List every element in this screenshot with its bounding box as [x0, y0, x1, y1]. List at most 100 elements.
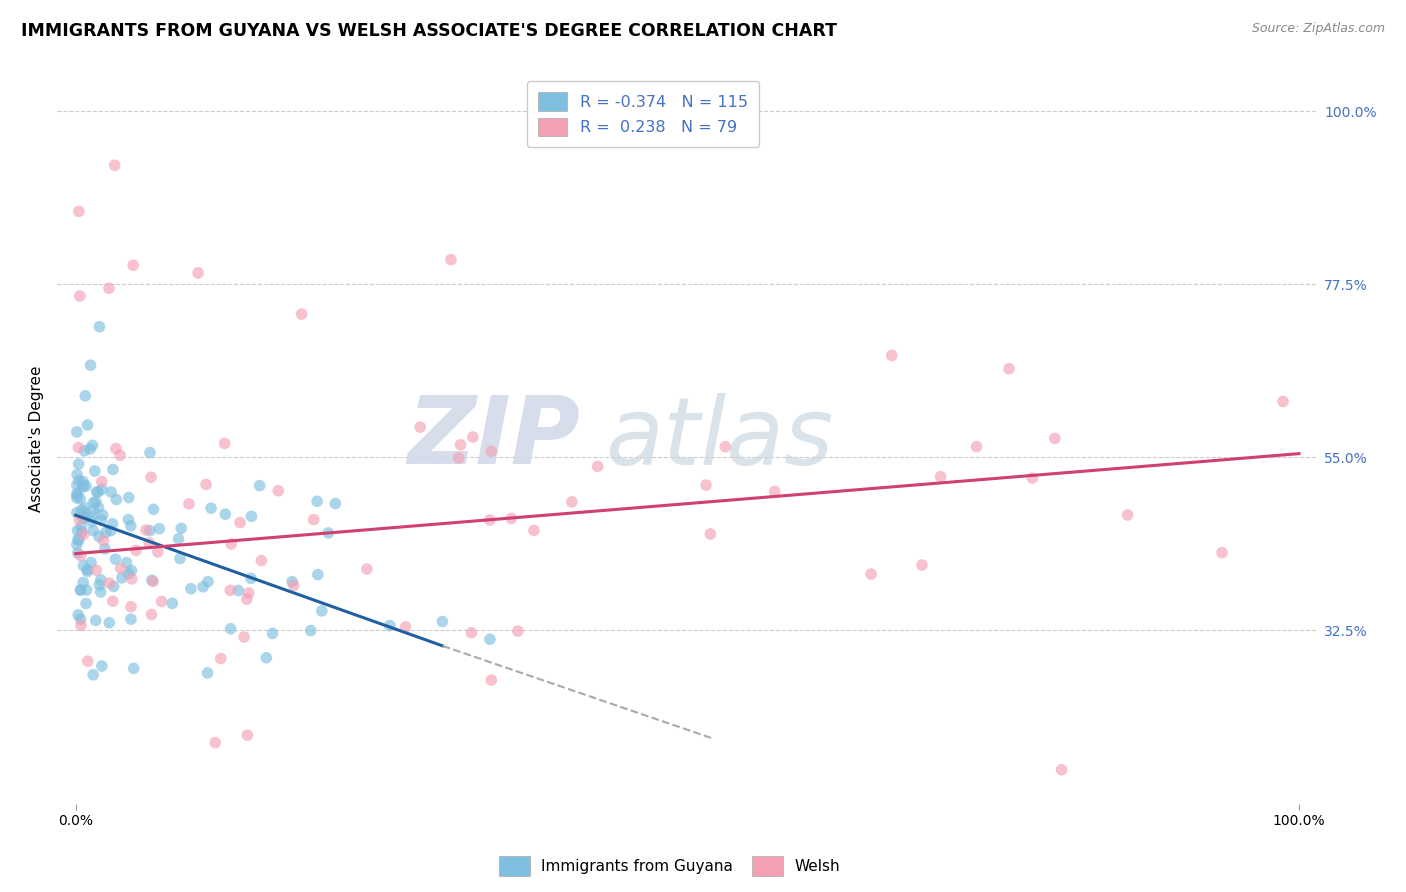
Point — [73, 506, 96, 520]
Point — [450, 438, 472, 452]
Point — [523, 524, 546, 538]
Point — [66, 478, 89, 492]
Point — [197, 665, 219, 680]
Point — [76, 565, 98, 579]
Point — [70, 503, 93, 517]
Point — [177, 497, 200, 511]
Point — [70, 524, 93, 539]
Point — [228, 583, 250, 598]
Point — [1050, 763, 1073, 777]
Point — [89, 319, 111, 334]
Point — [167, 532, 190, 546]
Point — [120, 519, 142, 533]
Point — [83, 495, 105, 509]
Point — [98, 576, 121, 591]
Point — [122, 661, 145, 675]
Point — [356, 562, 378, 576]
Point — [66, 524, 89, 538]
Point — [101, 516, 124, 531]
Point — [67, 607, 90, 622]
Point — [87, 500, 110, 515]
Point — [998, 361, 1021, 376]
Point — [506, 624, 529, 638]
Point — [249, 478, 271, 492]
Point — [76, 417, 98, 432]
Point — [66, 546, 89, 560]
Point — [87, 529, 110, 543]
Point — [75, 389, 97, 403]
Point — [141, 607, 163, 622]
Point — [66, 506, 89, 520]
Point — [82, 668, 104, 682]
Legend: R = -0.374   N = 115, R =  0.238   N = 79: R = -0.374 N = 115, R = 0.238 N = 79 — [527, 81, 759, 147]
Point — [209, 651, 232, 665]
Point — [82, 438, 104, 452]
Point — [103, 580, 125, 594]
Point — [104, 158, 127, 172]
Point — [299, 624, 322, 638]
Point — [141, 574, 163, 588]
Point — [929, 469, 952, 483]
Point — [254, 650, 277, 665]
Text: Source: ZipAtlas.com: Source: ZipAtlas.com — [1251, 22, 1385, 36]
Point — [478, 632, 501, 647]
Point — [100, 524, 122, 538]
Point — [1043, 431, 1066, 445]
Point — [214, 508, 236, 522]
Point — [239, 571, 262, 585]
Point — [267, 483, 290, 498]
Point — [72, 511, 94, 525]
Point — [67, 513, 90, 527]
Point — [139, 445, 162, 459]
Point — [191, 580, 214, 594]
Point — [72, 575, 94, 590]
Point — [561, 495, 583, 509]
Point — [318, 525, 340, 540]
Point — [121, 572, 143, 586]
Point — [89, 578, 111, 592]
Text: ZIP: ZIP — [408, 392, 581, 484]
Point — [72, 480, 94, 494]
Point — [104, 442, 127, 456]
Point — [1116, 508, 1139, 522]
Point — [75, 479, 97, 493]
Point — [440, 252, 463, 267]
Point — [122, 258, 145, 272]
Point — [70, 618, 93, 632]
Point — [82, 524, 104, 538]
Point — [169, 551, 191, 566]
Point — [195, 477, 218, 491]
Point — [76, 582, 98, 597]
Point — [69, 549, 91, 563]
Point — [409, 420, 432, 434]
Point — [82, 503, 104, 517]
Point — [139, 524, 162, 538]
Point — [72, 475, 94, 489]
Point — [323, 497, 346, 511]
Point — [283, 578, 305, 592]
Point — [447, 450, 470, 465]
Point — [187, 266, 209, 280]
Point — [86, 563, 108, 577]
Point — [79, 442, 101, 456]
Point — [73, 478, 96, 492]
Point — [72, 527, 94, 541]
Point — [233, 630, 256, 644]
Point — [262, 626, 284, 640]
Point — [72, 558, 94, 573]
Point — [501, 511, 523, 525]
Point — [90, 585, 112, 599]
Point — [69, 612, 91, 626]
Point — [108, 448, 131, 462]
Point — [302, 513, 325, 527]
Point — [1021, 471, 1043, 485]
Point — [73, 500, 96, 515]
Point — [307, 494, 329, 508]
Point — [98, 281, 121, 295]
Point — [83, 464, 105, 478]
Point — [87, 485, 110, 500]
Point — [120, 599, 142, 614]
Point — [90, 659, 112, 673]
Point — [67, 204, 90, 219]
Point — [101, 462, 124, 476]
